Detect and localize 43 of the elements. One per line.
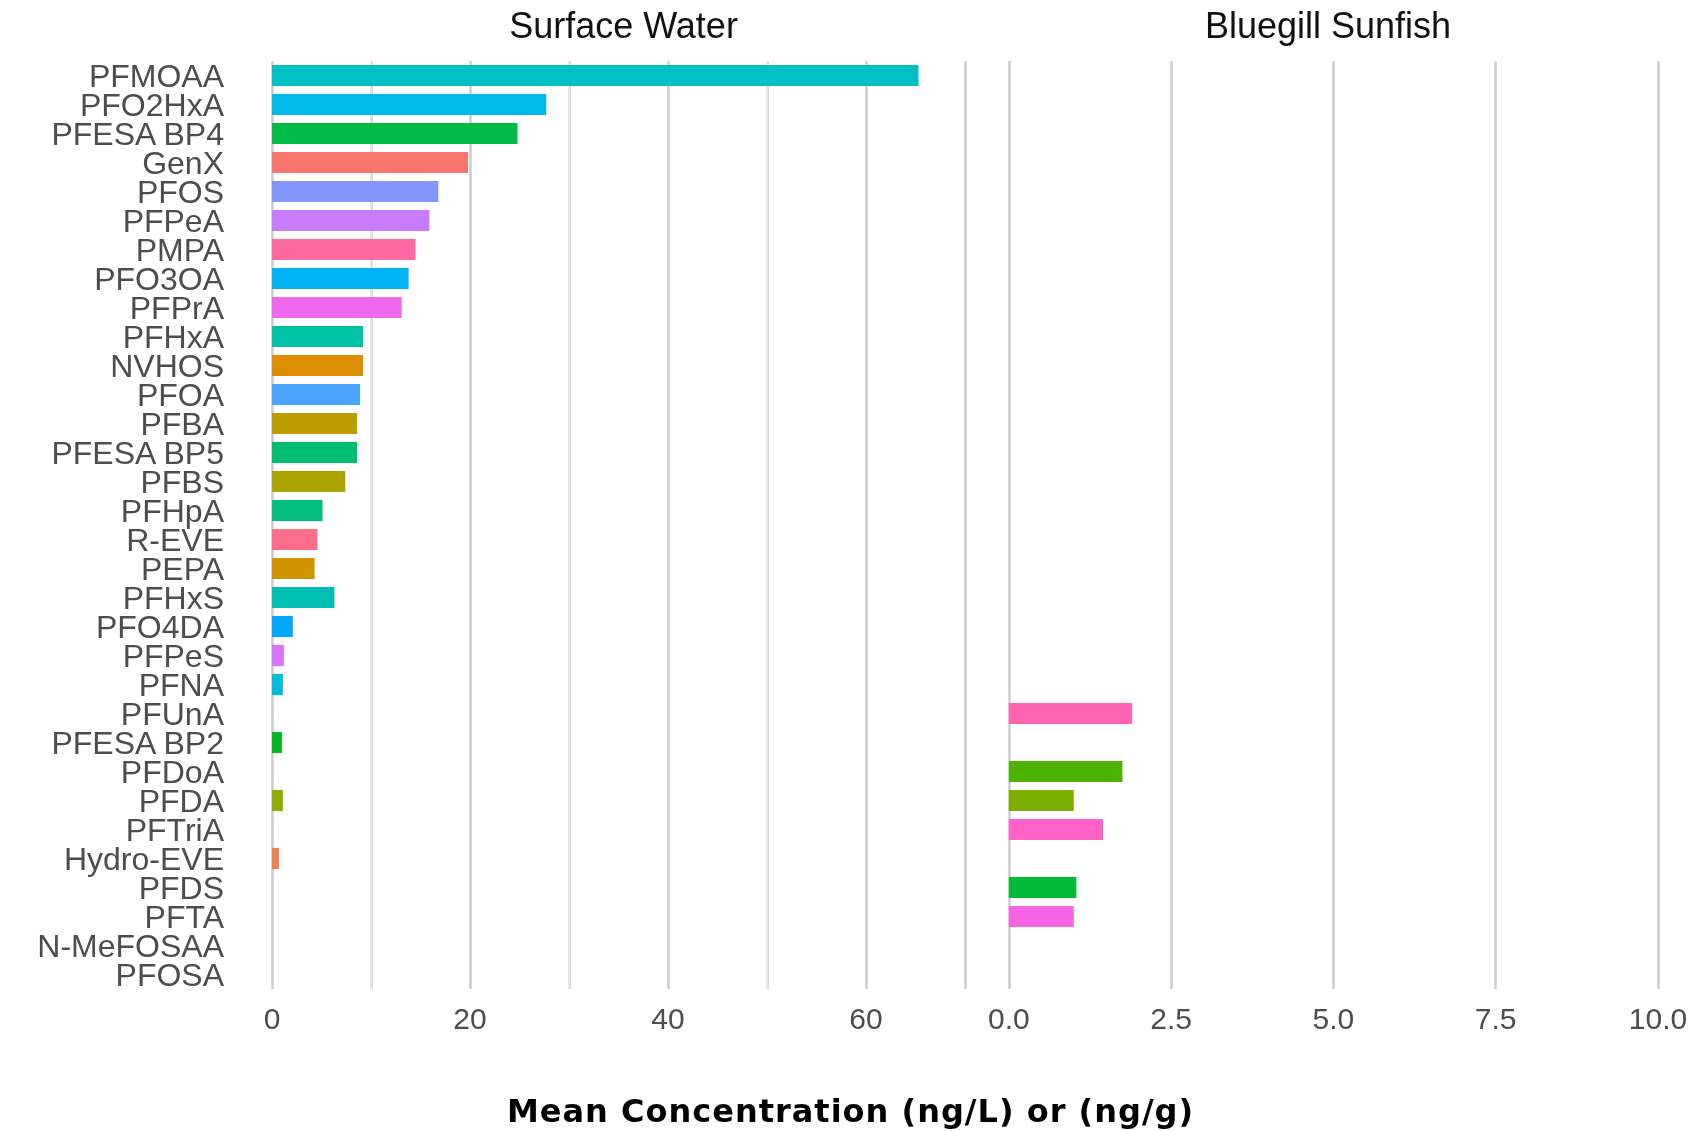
x-tick-label: 60 bbox=[849, 1001, 883, 1035]
bar bbox=[272, 296, 402, 319]
bar bbox=[272, 528, 318, 551]
chart-title: Surface Water bbox=[509, 4, 738, 46]
bar bbox=[1008, 876, 1077, 899]
bar bbox=[272, 93, 547, 116]
bar bbox=[272, 499, 323, 522]
bar bbox=[272, 238, 416, 261]
bar bbox=[272, 354, 364, 377]
x-tick-label: 0.0 bbox=[987, 1001, 1030, 1035]
x-tick-label: 40 bbox=[651, 1001, 685, 1035]
bar bbox=[272, 325, 364, 348]
bar bbox=[1008, 702, 1133, 725]
bar bbox=[272, 847, 279, 870]
bar bbox=[272, 412, 358, 435]
bar bbox=[272, 789, 283, 812]
bar bbox=[272, 673, 283, 696]
x-tick-label: 10.0 bbox=[1628, 1001, 1688, 1035]
bar bbox=[272, 180, 439, 203]
x-tick-label: 7.5 bbox=[1474, 1001, 1517, 1035]
bar bbox=[272, 644, 284, 667]
bar bbox=[272, 441, 358, 464]
bar bbox=[272, 731, 282, 754]
x-tick-label: 5.0 bbox=[1312, 1001, 1355, 1035]
bar bbox=[272, 209, 430, 232]
bar bbox=[1008, 760, 1123, 783]
bar bbox=[272, 151, 469, 174]
bar bbox=[272, 267, 409, 290]
x-axis-title: Mean Concentration (ng/L) or (ng/g) bbox=[505, 1092, 1196, 1130]
bar bbox=[272, 557, 315, 580]
bar bbox=[272, 470, 346, 493]
bar bbox=[272, 615, 293, 638]
bar bbox=[272, 383, 361, 406]
chart-title: Bluegill Sunfish bbox=[1204, 4, 1452, 46]
x-tick-label: 20 bbox=[453, 1001, 487, 1035]
bar bbox=[272, 586, 335, 609]
bar bbox=[1008, 905, 1074, 928]
x-tick-label: 2.5 bbox=[1150, 1001, 1192, 1035]
bar bbox=[1008, 818, 1103, 841]
x-tick-label: 0 bbox=[263, 1001, 281, 1035]
bar bbox=[272, 122, 518, 145]
bar bbox=[272, 64, 919, 87]
bar bbox=[1008, 789, 1074, 812]
